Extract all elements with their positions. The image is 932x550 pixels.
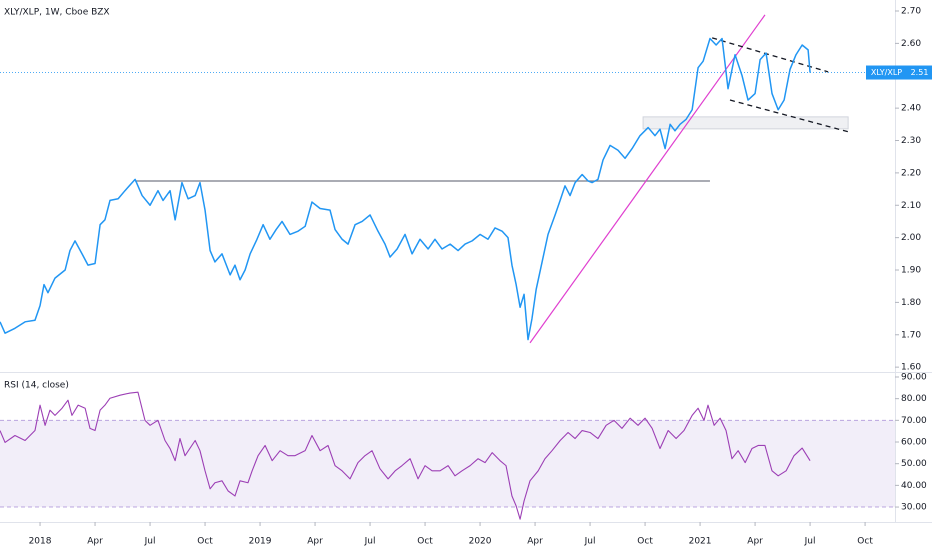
y-tick-label: 2.30 bbox=[901, 136, 921, 146]
pane-title: RSI (14, close) bbox=[4, 381, 69, 391]
y-tick-label: 2.00 bbox=[901, 233, 921, 243]
x-tick-label: 2018 bbox=[29, 537, 52, 547]
x-tick-label: Jul bbox=[144, 537, 156, 547]
chart-title: XLY/XLP, 1W, Cboe BZX bbox=[4, 8, 110, 18]
rsi-band bbox=[0, 420, 895, 508]
x-tick-label: Oct bbox=[637, 537, 653, 547]
x-tick-label: 2020 bbox=[469, 537, 492, 547]
x-tick-label: Jul bbox=[804, 537, 816, 547]
x-tick-label: Oct bbox=[857, 537, 873, 547]
x-tick-label: Apr bbox=[747, 537, 763, 547]
series-line bbox=[0, 37, 811, 341]
y-tick-label: 1.70 bbox=[901, 330, 921, 340]
y-tick-label: 2.20 bbox=[901, 168, 921, 178]
x-tick-label: Apr bbox=[527, 537, 543, 547]
y-tick-label: 50.00 bbox=[901, 459, 927, 469]
last-value-tag bbox=[907, 65, 932, 80]
y-tick-label: 30.00 bbox=[901, 503, 927, 513]
y-tick-label: 1.60 bbox=[901, 363, 921, 373]
y-tick-label: 40.00 bbox=[901, 481, 927, 491]
x-tick-label: Apr bbox=[87, 537, 103, 547]
y-tick-label: 2.40 bbox=[901, 104, 921, 114]
y-tick-label: 1.80 bbox=[901, 298, 921, 308]
zone-box bbox=[642, 116, 849, 130]
x-tick-label: 2019 bbox=[249, 537, 272, 547]
x-tick-label: Oct bbox=[417, 537, 433, 547]
series-line bbox=[0, 391, 811, 520]
y-tick-label: 2.10 bbox=[901, 201, 921, 211]
x-tick-label: Oct bbox=[197, 537, 213, 547]
y-tick-label: 90.00 bbox=[901, 372, 927, 382]
series-name-label: XLY/XLP bbox=[871, 68, 902, 77]
y-tick-label: 80.00 bbox=[901, 394, 927, 404]
x-tick-label: Jul bbox=[364, 537, 376, 547]
y-tick-label: 70.00 bbox=[901, 416, 927, 426]
y-tick-label: 60.00 bbox=[901, 438, 927, 448]
trend-line bbox=[729, 99, 849, 133]
y-tick-label: 2.70 bbox=[901, 7, 921, 17]
y-tick-label: 1.90 bbox=[901, 266, 921, 276]
series-name-tag bbox=[866, 65, 907, 80]
x-tick-label: Apr bbox=[307, 537, 323, 547]
x-tick-label: Jul bbox=[584, 537, 596, 547]
x-tick-label: 2021 bbox=[689, 537, 712, 547]
last-value-label: 2.51 bbox=[911, 68, 929, 77]
y-tick-label: 2.60 bbox=[901, 39, 921, 49]
